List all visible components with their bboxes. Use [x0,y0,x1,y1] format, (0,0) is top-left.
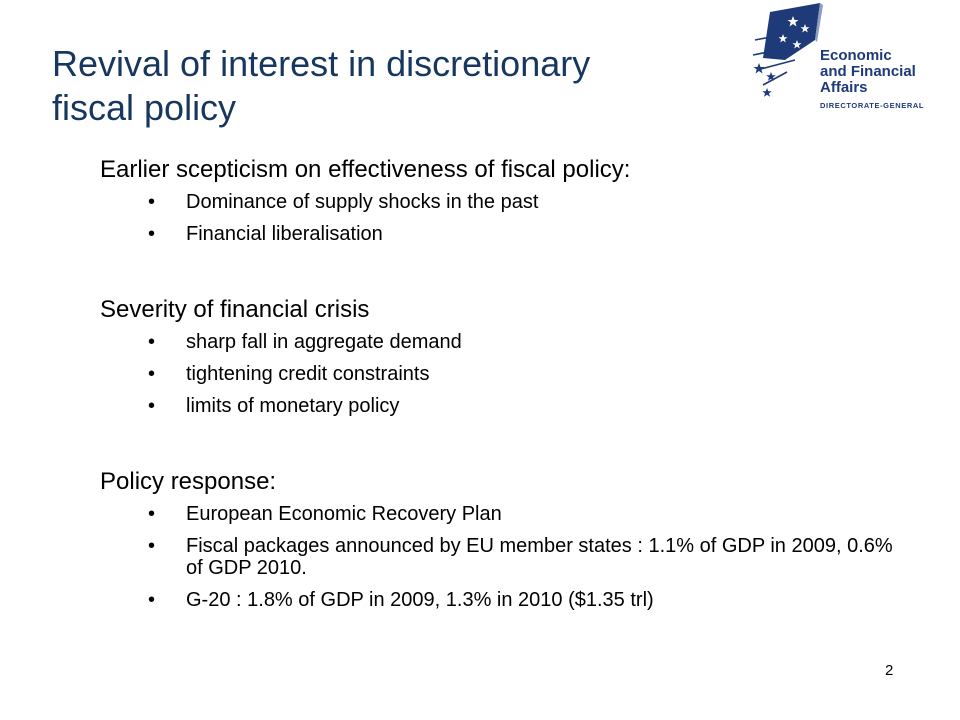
bullet-text: European Economic Recovery Plan [186,503,502,525]
bullet-text: tightening credit constraints [186,363,430,385]
logo-line-2: and Financial Affairs [820,63,916,96]
list-item: • tightening credit constraints [100,363,900,385]
slide-title-line-1: Revival of interest in discretionary [52,43,591,84]
bullet-text: sharp fall in aggregate demand [186,331,462,353]
section-heading: Severity of financial crisis [100,296,370,323]
list-item: • Financial liberalisation [100,223,900,245]
bullet-icon: • [148,191,156,213]
bullet-icon: • [148,395,156,417]
page-number: 2 [885,662,894,679]
bullet-text: G-20 : 1.8% of GDP in 2009, 1.3% in 2010… [186,589,654,611]
bullet-icon: • [148,223,156,245]
bullet-icon: • [148,503,156,525]
section-heading: Policy response: [100,468,277,495]
list-item: • sharp fall in aggregate demand [100,331,900,353]
section-heading: Earlier scepticism on effectiveness of f… [100,156,631,183]
slide-title: Revival of interest in discretionary fis… [52,42,732,130]
section-earlier-scepticism: Earlier scepticism on effectiveness of f… [100,155,900,245]
slide-title-line-2: fiscal policy [52,87,237,128]
eu-stars-logo-icon [752,3,823,97]
section-policy-response: Policy response: • European Economic Reco… [100,467,900,611]
bullet-icon: • [148,535,156,557]
slide-body: Earlier scepticism on effectiveness of f… [100,155,900,621]
bullet-list: • sharp fall in aggregate demand • tighten… [100,331,900,417]
bullet-text: Financial liberalisation [186,223,383,245]
bullet-icon: • [148,331,156,353]
dg-ecfin-logo-text: Economic and Financial Affairs DIRECTORA… [820,48,960,114]
list-item: • Fiscal packages announced by EU member … [100,535,900,579]
bullet-list: • Dominance of supply shocks in the past … [100,191,900,245]
logo-line-1: Economic [820,47,892,64]
list-item: • limits of monetary policy [100,395,900,417]
section-severity-of-crisis: Severity of financial crisis • sharp fall… [100,295,900,417]
bullet-text: Dominance of supply shocks in the past [186,191,539,213]
bullet-list: • European Economic Recovery Plan • Fiscal… [100,503,900,611]
list-item: • Dominance of supply shocks in the past [100,191,900,213]
bullet-text: limits of monetary policy [186,395,400,417]
bullet-icon: • [148,589,156,611]
bullet-icon: • [148,363,156,385]
logo-line-3: DIRECTORATE-GENERAL [820,101,925,110]
bullet-text: Fiscal packages announced by EU member s… [186,535,893,579]
list-item: • G-20 : 1.8% of GDP in 2009, 1.3% in 201… [100,589,900,611]
list-item: • European Economic Recovery Plan [100,503,900,525]
